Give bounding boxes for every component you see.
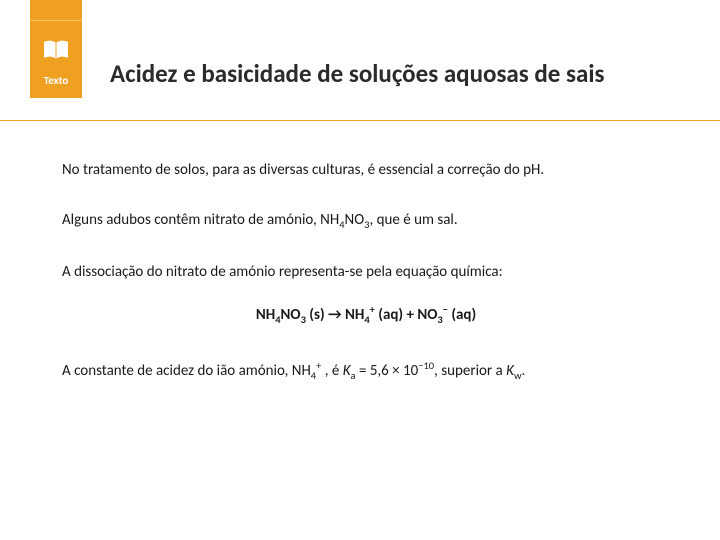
equation: NH4NO3 (s) → NH4+ (aq) + NO3− (aq)	[62, 303, 670, 327]
divider	[0, 120, 720, 121]
paragraph-1: No tratamento de solos, para as diversas…	[62, 160, 670, 180]
paragraph-3: A dissociação do nitrato de amónio repre…	[62, 262, 670, 282]
publisher-name: Texto	[44, 74, 69, 87]
paragraph-2: Alguns adubos contêm nitrato de amónio, …	[62, 210, 670, 232]
slide-title: Acidez e basicidade de soluções aquosas …	[110, 58, 604, 89]
slide-body: No tratamento de solos, para as diversas…	[62, 160, 670, 413]
publisher-logo: Texto	[30, 0, 82, 98]
paragraph-4: A constante de acidez do ião amónio, NH4…	[62, 359, 670, 383]
book-icon	[42, 40, 70, 62]
